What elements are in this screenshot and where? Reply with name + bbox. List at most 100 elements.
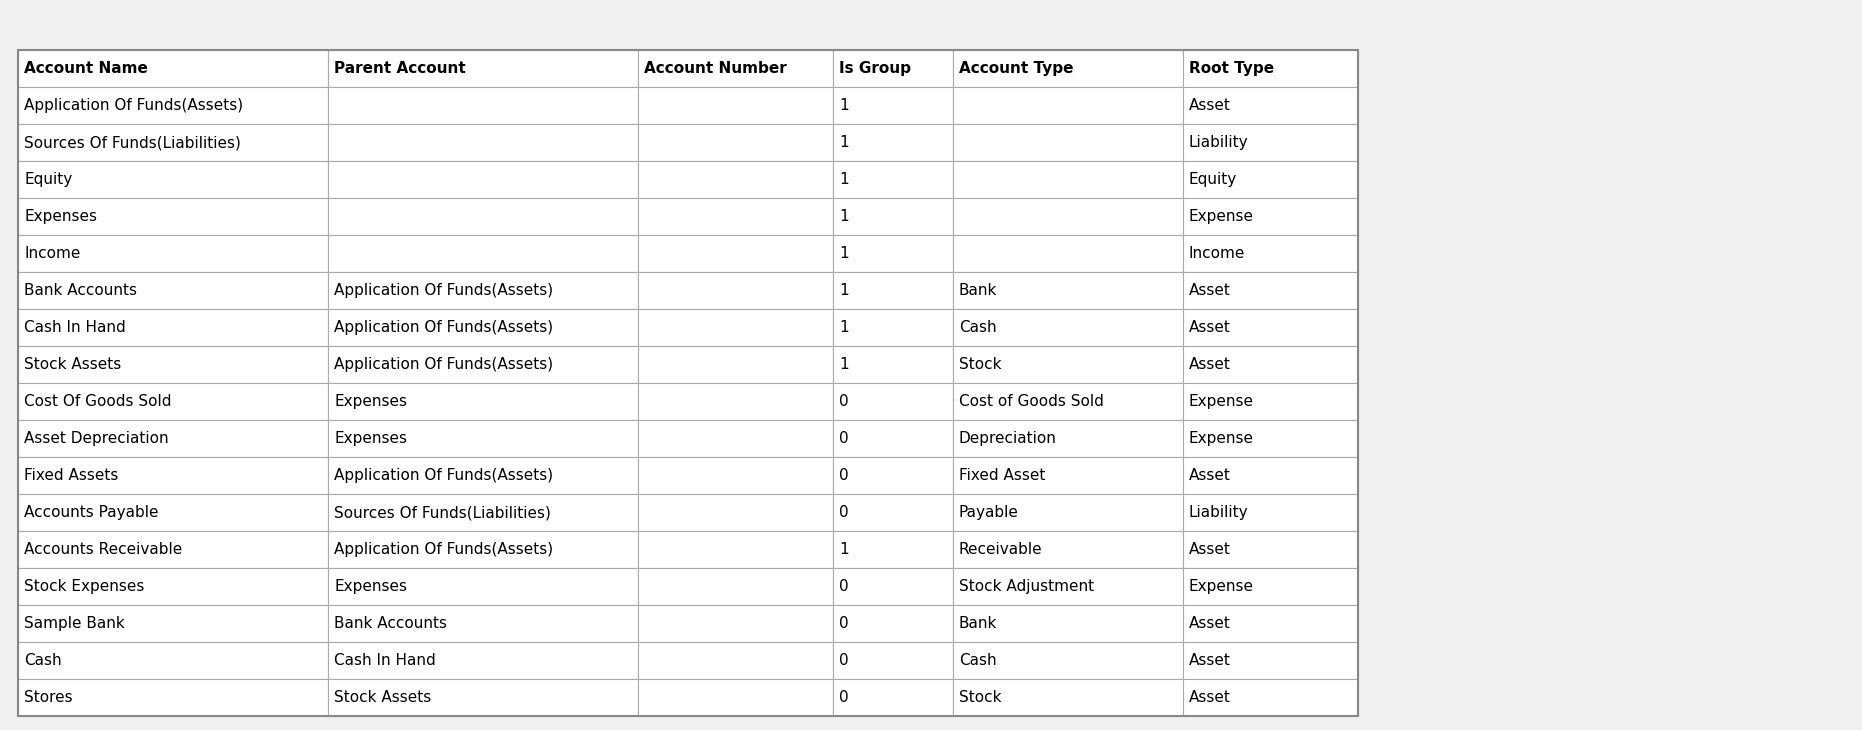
- Text: Application Of Funds(Assets): Application Of Funds(Assets): [333, 320, 553, 335]
- Text: Bank Accounts: Bank Accounts: [24, 283, 138, 298]
- Bar: [1182, 605, 1357, 642]
- Text: Accounts Receivable: Accounts Receivable: [24, 542, 182, 557]
- Bar: [639, 531, 832, 568]
- Bar: [953, 420, 1182, 457]
- Bar: [639, 235, 832, 272]
- Text: 1: 1: [840, 246, 849, 261]
- Text: Asset: Asset: [1190, 690, 1231, 705]
- Bar: [832, 124, 953, 161]
- Text: 0: 0: [840, 468, 849, 483]
- Bar: [328, 161, 639, 198]
- Bar: [19, 494, 328, 531]
- Bar: [1182, 198, 1357, 235]
- Text: 1: 1: [840, 542, 849, 557]
- Text: Asset: Asset: [1190, 320, 1231, 335]
- Bar: [328, 494, 639, 531]
- Bar: [1182, 309, 1357, 346]
- Bar: [953, 568, 1182, 605]
- Bar: [328, 235, 639, 272]
- Text: Cost Of Goods Sold: Cost Of Goods Sold: [24, 394, 171, 409]
- Text: 1: 1: [840, 135, 849, 150]
- Bar: [953, 494, 1182, 531]
- Bar: [953, 50, 1182, 87]
- Text: Asset: Asset: [1190, 616, 1231, 631]
- Bar: [328, 642, 639, 679]
- Text: 0: 0: [840, 431, 849, 446]
- Text: Asset: Asset: [1190, 98, 1231, 113]
- Text: Bank Accounts: Bank Accounts: [333, 616, 447, 631]
- Bar: [639, 420, 832, 457]
- Bar: [19, 420, 328, 457]
- Text: Expenses: Expenses: [24, 209, 97, 224]
- Bar: [19, 531, 328, 568]
- Text: 0: 0: [840, 579, 849, 594]
- Text: Stock Assets: Stock Assets: [24, 357, 121, 372]
- Text: Liability: Liability: [1190, 505, 1249, 520]
- Bar: [1182, 494, 1357, 531]
- Bar: [832, 50, 953, 87]
- Bar: [328, 272, 639, 309]
- Text: Stock Expenses: Stock Expenses: [24, 579, 145, 594]
- Bar: [832, 679, 953, 716]
- Bar: [1182, 346, 1357, 383]
- Bar: [639, 679, 832, 716]
- Bar: [639, 494, 832, 531]
- Text: Sources Of Funds(Liabilities): Sources Of Funds(Liabilities): [24, 135, 240, 150]
- Bar: [328, 309, 639, 346]
- Bar: [639, 346, 832, 383]
- Bar: [19, 124, 328, 161]
- Text: Equity: Equity: [1190, 172, 1236, 187]
- Text: Expenses: Expenses: [333, 431, 408, 446]
- Bar: [19, 309, 328, 346]
- Bar: [328, 605, 639, 642]
- Text: Stock: Stock: [959, 357, 1002, 372]
- Text: Payable: Payable: [959, 505, 1019, 520]
- Bar: [832, 198, 953, 235]
- Text: Account Number: Account Number: [644, 61, 788, 76]
- Text: 1: 1: [840, 320, 849, 335]
- Text: Cash: Cash: [24, 653, 61, 668]
- Bar: [832, 309, 953, 346]
- Bar: [19, 568, 328, 605]
- Bar: [328, 568, 639, 605]
- Bar: [1182, 161, 1357, 198]
- Text: Root Type: Root Type: [1190, 61, 1274, 76]
- Text: Cash In Hand: Cash In Hand: [24, 320, 127, 335]
- Text: Parent Account: Parent Account: [333, 61, 466, 76]
- Bar: [832, 161, 953, 198]
- Bar: [19, 198, 328, 235]
- Bar: [19, 87, 328, 124]
- Bar: [328, 420, 639, 457]
- Text: Asset: Asset: [1190, 542, 1231, 557]
- Bar: [328, 87, 639, 124]
- Text: Sample Bank: Sample Bank: [24, 616, 125, 631]
- Bar: [19, 272, 328, 309]
- Bar: [1182, 679, 1357, 716]
- Bar: [832, 272, 953, 309]
- Bar: [953, 531, 1182, 568]
- Bar: [953, 87, 1182, 124]
- Text: Stock Assets: Stock Assets: [333, 690, 432, 705]
- Bar: [19, 50, 328, 87]
- Bar: [953, 679, 1182, 716]
- Bar: [19, 161, 328, 198]
- Bar: [832, 87, 953, 124]
- Text: 1: 1: [840, 98, 849, 113]
- Bar: [832, 235, 953, 272]
- Text: Bank: Bank: [959, 283, 998, 298]
- Bar: [328, 346, 639, 383]
- Bar: [953, 605, 1182, 642]
- Text: Stores: Stores: [24, 690, 73, 705]
- Bar: [953, 383, 1182, 420]
- Text: Asset Depreciation: Asset Depreciation: [24, 431, 169, 446]
- Text: Cash In Hand: Cash In Hand: [333, 653, 436, 668]
- Bar: [832, 568, 953, 605]
- Bar: [328, 531, 639, 568]
- Bar: [1182, 124, 1357, 161]
- Text: Receivable: Receivable: [959, 542, 1043, 557]
- Text: Expense: Expense: [1190, 431, 1253, 446]
- Bar: [953, 272, 1182, 309]
- Text: 1: 1: [840, 357, 849, 372]
- Bar: [1182, 235, 1357, 272]
- Bar: [19, 642, 328, 679]
